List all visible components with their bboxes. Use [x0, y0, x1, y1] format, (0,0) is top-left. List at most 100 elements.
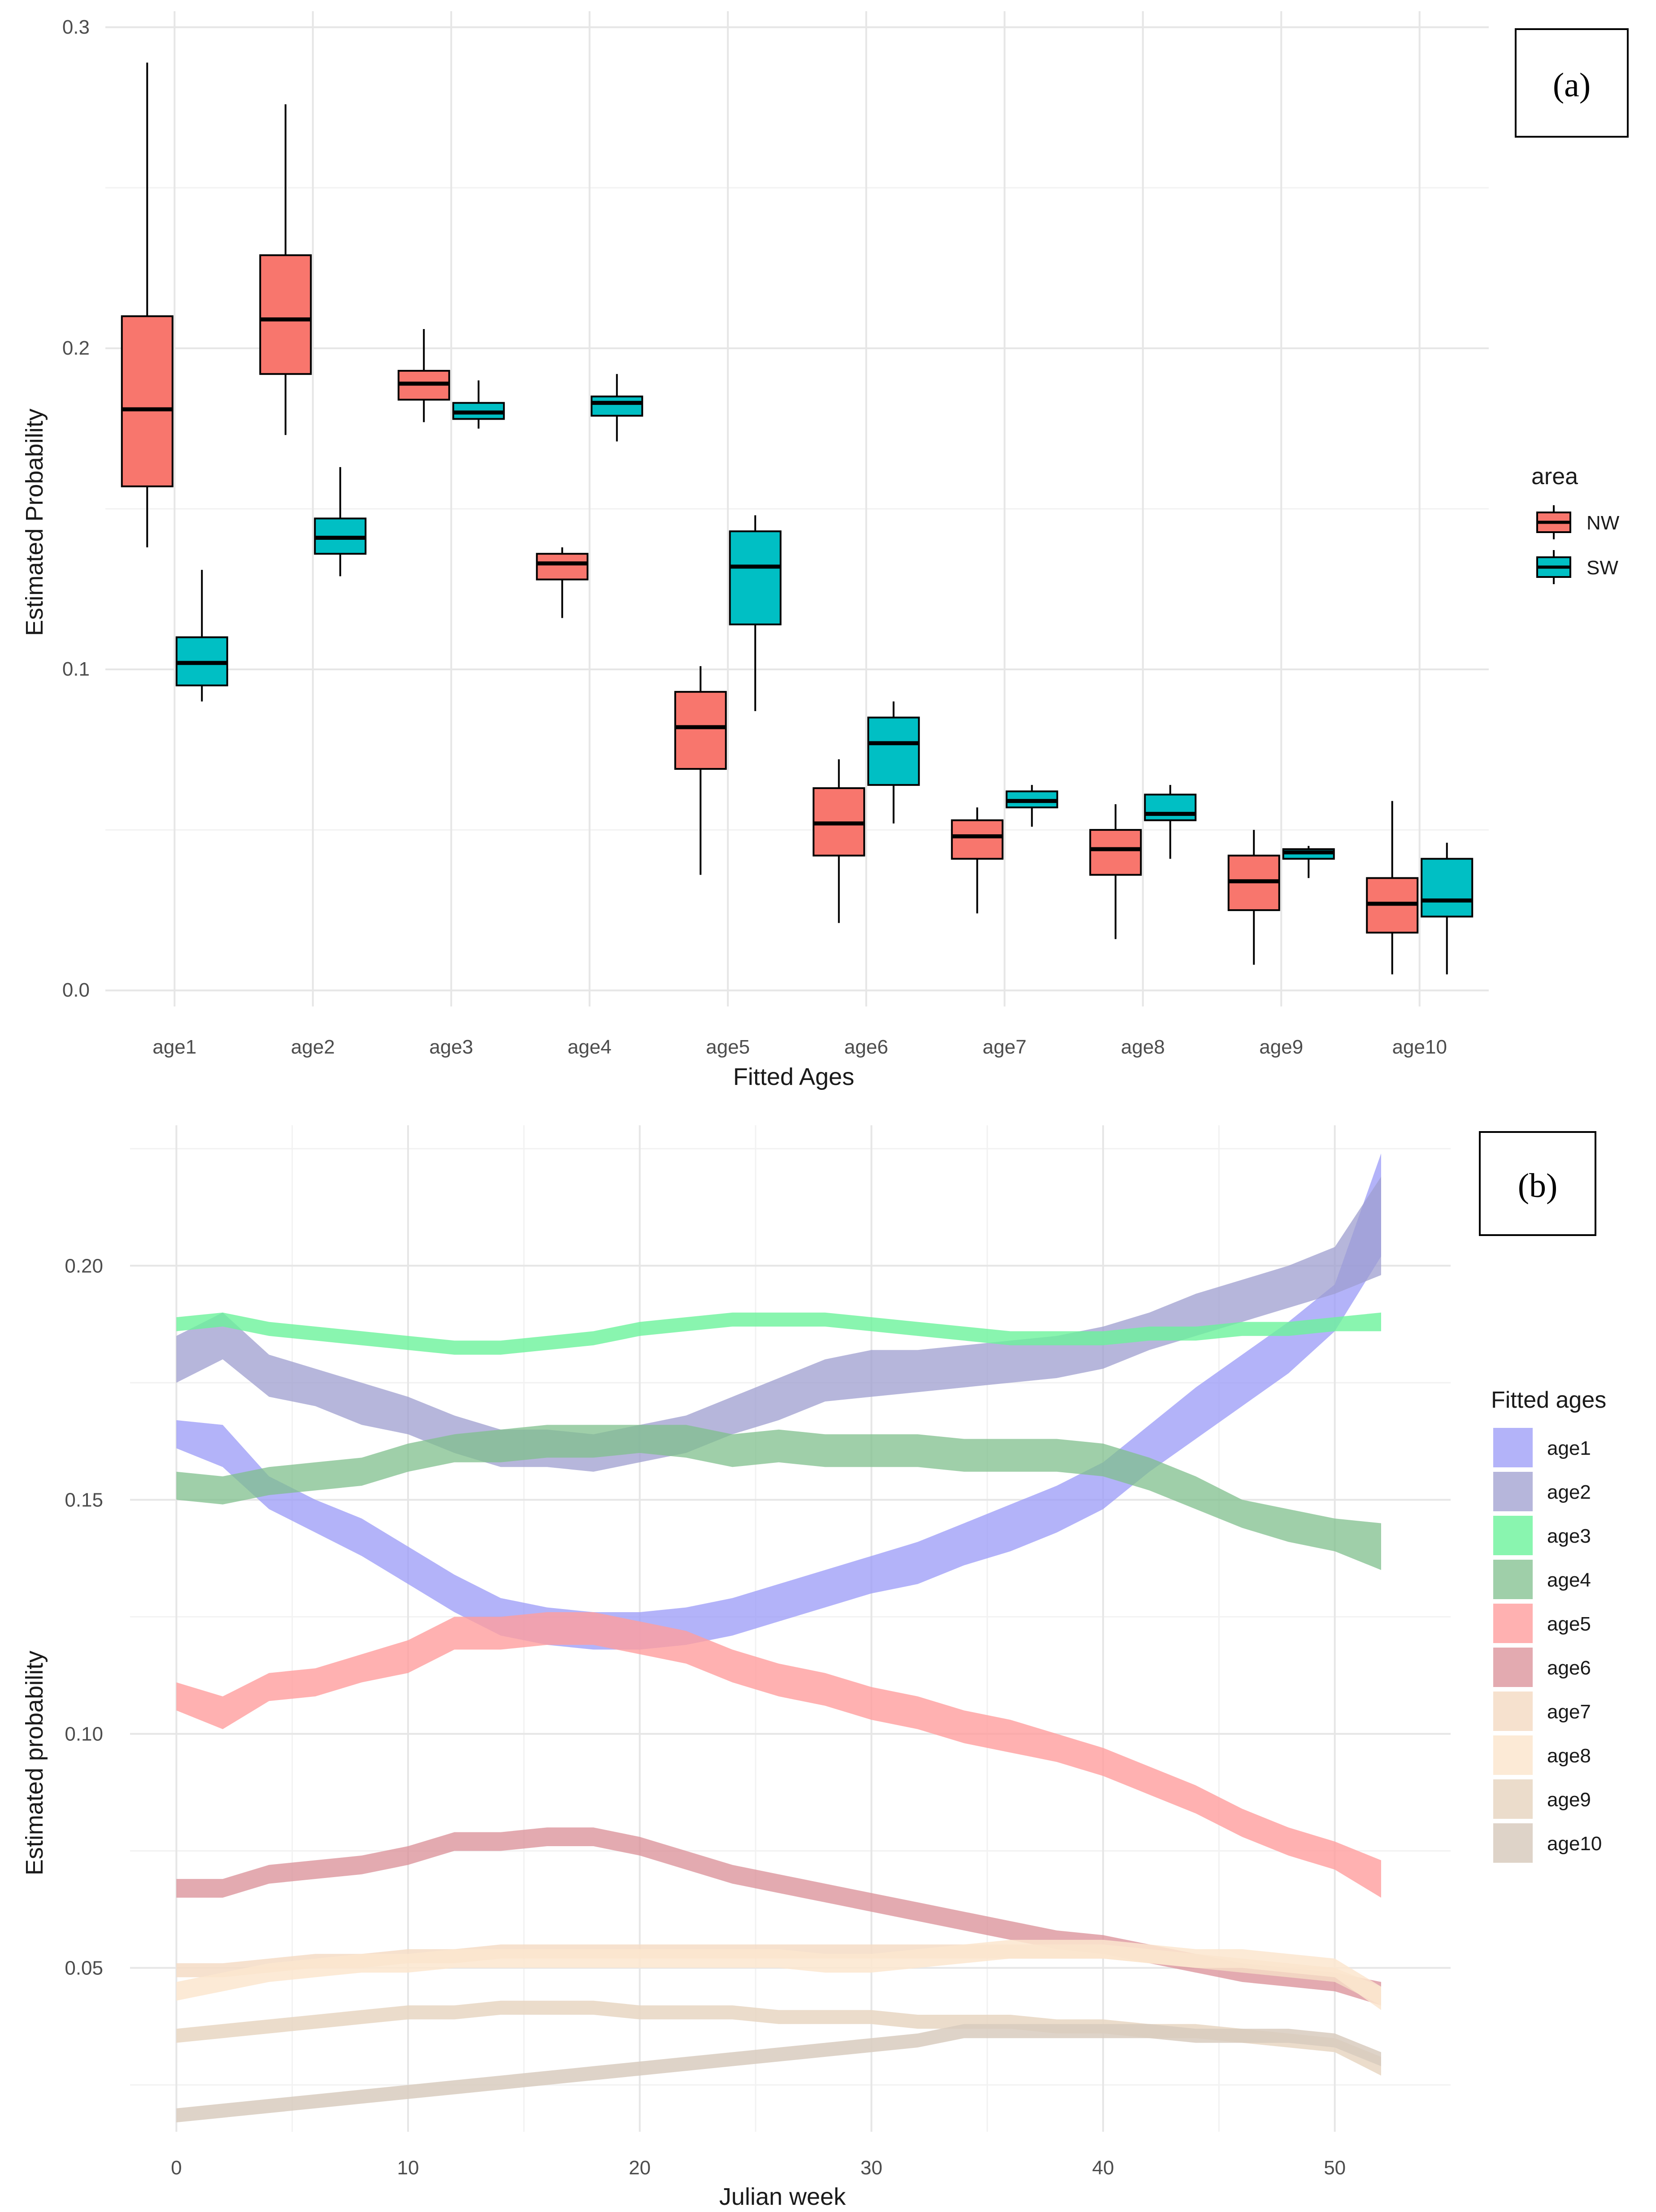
panel-b-ribbon-chart: 0.05 0.10 0.15 0.20 0 10 20 30 40 50 Julian week Es…	[21, 1125, 1606, 2210]
legend-item-age10: age10	[1493, 1823, 1602, 1863]
legend-label: age5	[1547, 1613, 1591, 1635]
box-nw-age9	[1227, 830, 1280, 965]
ribbon-age9	[176, 2000, 1381, 2076]
legend-label: age8	[1547, 1745, 1591, 1767]
legend-key	[1493, 1472, 1533, 1511]
box-nw-age8	[1089, 804, 1142, 939]
box-iqr	[729, 530, 782, 625]
x-tick-label: age10	[1392, 1036, 1447, 1058]
box-nw-age3	[397, 329, 450, 422]
legend-label: age9	[1547, 1789, 1591, 1811]
x-tick-label: age9	[1259, 1036, 1303, 1058]
legend-key	[1493, 1604, 1533, 1643]
x-tick-label: age8	[1121, 1036, 1165, 1058]
legend-item-nw: NW	[1536, 505, 1620, 539]
x-tick-label: age3	[429, 1036, 473, 1058]
legend-item-age4: age4	[1493, 1560, 1591, 1599]
y-tick-label: 0.20	[65, 1255, 103, 1277]
box-sw-age9	[1282, 846, 1335, 878]
x-tick-label: age1	[152, 1036, 196, 1058]
box-iqr	[121, 315, 174, 487]
box-nw-age6	[813, 759, 865, 923]
legend-key	[1493, 1516, 1533, 1555]
legend-label: age10	[1547, 1833, 1602, 1855]
x-tick-label: 10	[397, 2157, 419, 2179]
legend-item-age6: age6	[1493, 1648, 1591, 1687]
legend-item-age7: age7	[1493, 1692, 1591, 1731]
y-tick-label: 0.1	[62, 658, 90, 680]
y-tick-label: 0.2	[62, 337, 90, 359]
legend-label: age4	[1547, 1569, 1591, 1591]
box-iqr	[867, 716, 920, 786]
box-nw-age7	[951, 807, 1004, 914]
box-iqr	[951, 819, 1004, 860]
legend-label: age2	[1547, 1481, 1591, 1503]
ribbon-age5	[176, 1612, 1381, 1898]
box-sw-age7	[1005, 785, 1058, 827]
x-axis-title: Julian week	[719, 2183, 846, 2210]
legend-label: age3	[1547, 1525, 1591, 1547]
y-axis-title: Estimated Probability	[21, 408, 48, 636]
y-tick-label: 0.0	[62, 979, 90, 1001]
box-iqr	[1421, 858, 1473, 918]
ribbon-age4	[176, 1425, 1381, 1570]
legend-label: age1	[1547, 1437, 1591, 1459]
legend-item-sw: SW	[1536, 550, 1618, 584]
x-tick-label: 40	[1092, 2157, 1114, 2179]
x-tick-label: age5	[706, 1036, 750, 1058]
box-nw-age2	[259, 104, 312, 435]
ribbon-age2	[176, 1176, 1381, 1472]
y-tick-label: 0.15	[65, 1489, 103, 1511]
panel-a-boxplot: 0.0 0.1 0.2 0.3 age1 age2 age3 age4 age5 age6 age7…	[21, 11, 1629, 1090]
legend-item-age9: age9	[1493, 1779, 1591, 1819]
legend-key	[1493, 1823, 1533, 1863]
legend-key	[1493, 1648, 1533, 1687]
box-iqr	[1089, 829, 1142, 876]
x-tick-label: 50	[1324, 2157, 1346, 2179]
box-sw-age8	[1144, 785, 1197, 859]
y-axis-title: Estimated probability	[21, 1651, 48, 1875]
y-tick-label: 0.3	[62, 16, 90, 38]
box-sw-age4	[591, 374, 643, 442]
legend-key	[1493, 1560, 1533, 1599]
box-sw-age10	[1421, 842, 1473, 975]
legend-label: age6	[1547, 1657, 1591, 1679]
y-tick-label: 0.10	[65, 1723, 103, 1745]
x-tick-label: age2	[291, 1036, 335, 1058]
legend-item-age2: age2	[1493, 1472, 1591, 1511]
panel-label-box	[1515, 28, 1629, 138]
x-tick-label: age6	[844, 1036, 888, 1058]
legend-key	[1493, 1692, 1533, 1731]
box-nw-age4	[536, 547, 589, 618]
box-iqr	[674, 691, 727, 770]
box-sw-age2	[314, 467, 367, 577]
legend-item-age3: age3	[1493, 1516, 1591, 1555]
legend-title: area	[1531, 464, 1578, 490]
box-iqr	[536, 553, 589, 581]
x-tick-label: 0	[171, 2157, 182, 2179]
x-axis-title: Fitted Ages	[733, 1063, 854, 1090]
ribbon-age8	[176, 1939, 1381, 2010]
legend-label: NW	[1586, 512, 1620, 534]
ribbon-age6	[176, 1827, 1381, 2006]
legend-item-age8: age8	[1493, 1735, 1591, 1775]
box-iqr	[259, 254, 312, 375]
legend-key	[1493, 1779, 1533, 1819]
box-sw-age1	[175, 570, 228, 702]
box-sw-age3	[452, 380, 505, 429]
box-nw-age1	[121, 62, 174, 547]
y-tick-label: 0.05	[65, 1957, 103, 1979]
panel-label: (a)	[1553, 66, 1591, 104]
panel-label-box	[1479, 1131, 1596, 1236]
legend-label: age7	[1547, 1701, 1591, 1723]
box-iqr	[591, 395, 643, 417]
box-nw-age5	[674, 666, 727, 875]
legend-title: Fitted ages	[1491, 1387, 1606, 1413]
x-tick-label: age7	[982, 1036, 1026, 1058]
legend-label: SW	[1586, 557, 1618, 579]
ribbon-age10	[176, 2024, 1381, 2123]
box-sw-age6	[867, 701, 920, 824]
box-nw-age10	[1366, 801, 1419, 975]
legend-item-age1: age1	[1493, 1428, 1591, 1467]
